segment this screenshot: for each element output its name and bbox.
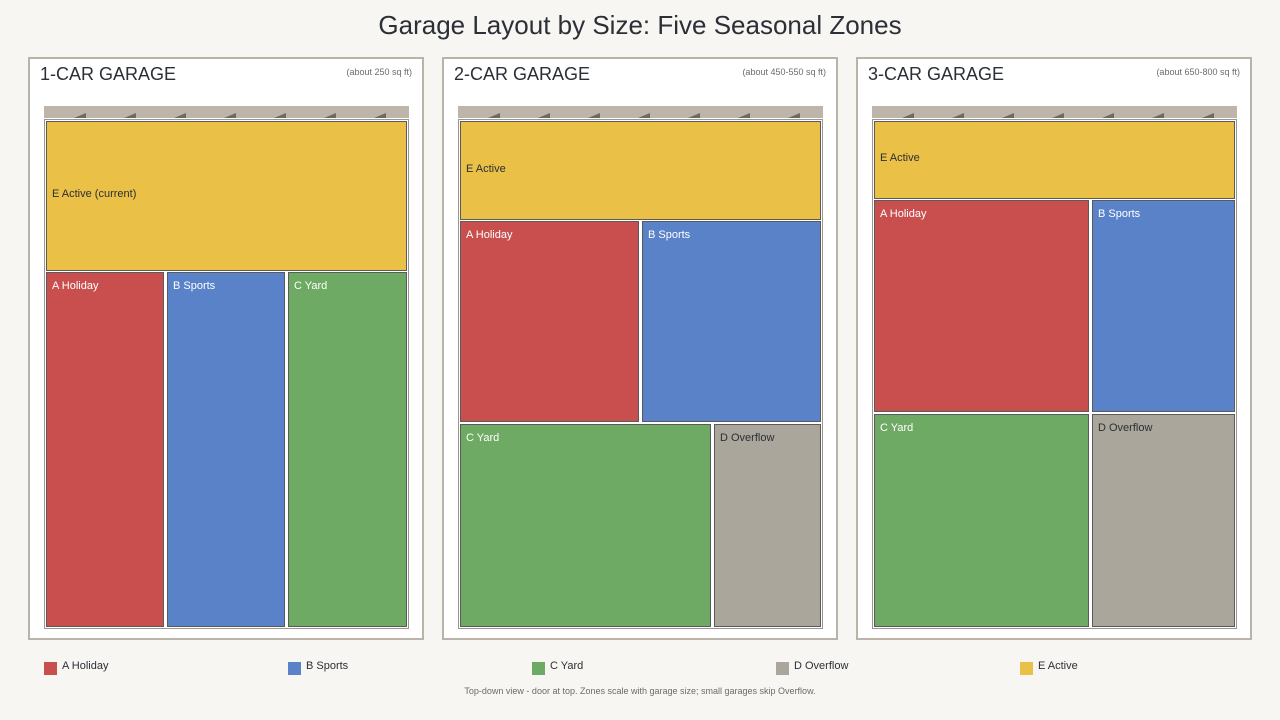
door-panel-hinge [902, 113, 914, 118]
zone-label: B Sports [1098, 208, 1141, 220]
zone-label: B Sports [648, 229, 691, 241]
door-panel-hinge [274, 113, 286, 118]
door-panel-hinge [1052, 113, 1064, 118]
panel-size-note: (about 650-800 sq ft) [1156, 67, 1240, 77]
door-panel-hinge [488, 113, 500, 118]
door-panel-hinge [588, 113, 600, 118]
door-panel-hinge [952, 113, 964, 118]
door-panel-hinge [788, 113, 800, 118]
legend: A Holiday B Sports C Yard D Overflow E A… [0, 660, 1280, 676]
panel-title: 1-CAR GARAGE [40, 64, 177, 84]
door-panel-hinge [1102, 113, 1114, 118]
zone-label: A Holiday [880, 208, 927, 220]
zone-label: C Yard [880, 422, 914, 434]
door-panel-hinge [1202, 113, 1214, 118]
legend-swatch [1020, 662, 1033, 675]
zone-c-yard: C Yard [874, 414, 1089, 627]
door-panel-hinge [224, 113, 236, 118]
zone-e-active: E Active (current) [46, 121, 407, 271]
zone-d-overflow: D Overflow [1092, 414, 1235, 627]
zone-c-yard: C Yard [460, 424, 711, 627]
zone-e-active: E Active [460, 121, 821, 220]
door-panel-hinge [1002, 113, 1014, 118]
legend-swatch [776, 662, 789, 675]
legend-swatch [288, 662, 301, 675]
door-panel-hinge [688, 113, 700, 118]
door-panel-hinge [324, 113, 336, 118]
door-panel-hinge [124, 113, 136, 118]
zone-label: E Active [880, 152, 920, 164]
door-panel-hinge [738, 113, 750, 118]
zone-label: D Overflow [1098, 422, 1153, 434]
panel-size-note: (about 250 sq ft) [346, 67, 412, 77]
zone-a-holiday: A Holiday [874, 200, 1089, 412]
page-title: Garage Layout by Size: Five Seasonal Zon… [378, 10, 902, 40]
legend-label: A Holiday [62, 660, 109, 672]
legend-label: D Overflow [794, 660, 849, 672]
zone-label: E Active [466, 163, 506, 175]
garage-floor: E Active (current) A Holiday B Sports C … [44, 119, 409, 629]
door-panel-hinge [174, 113, 186, 118]
zone-b-sports: B Sports [1092, 200, 1235, 412]
zone-b-sports: B Sports [642, 221, 821, 422]
legend-swatch [532, 662, 545, 675]
zone-b-sports: B Sports [167, 272, 285, 627]
zone-c-yard: C Yard [288, 272, 407, 627]
panel-3-car-garage: 3-CAR GARAGE (about 650-800 sq ft) E Act… [856, 57, 1252, 640]
zone-a-holiday: A Holiday [46, 272, 164, 627]
garage-door [872, 106, 1237, 118]
zone-e-active: E Active [874, 121, 1235, 199]
garage-floor: E Active A Holiday B Sports C Yard D Ove… [458, 119, 823, 629]
door-panel-hinge [374, 113, 386, 118]
zone-label: D Overflow [720, 432, 775, 444]
panel-size-note: (about 450-550 sq ft) [742, 67, 826, 77]
panel-1-car-garage: 1-CAR GARAGE (about 250 sq ft) E Active … [28, 57, 424, 640]
zone-label: C Yard [294, 280, 328, 292]
panel-title: 2-CAR GARAGE [454, 64, 591, 84]
door-panel-hinge [538, 113, 550, 118]
zone-label: A Holiday [466, 229, 513, 241]
legend-swatch [44, 662, 57, 675]
garage-floor: E Active A Holiday B Sports C Yard D Ove… [872, 119, 1237, 629]
caption: Top-down view - door at top. Zones scale… [464, 686, 816, 696]
zone-a-holiday: A Holiday [460, 221, 639, 422]
panel-title: 3-CAR GARAGE [868, 64, 1005, 84]
zone-label: C Yard [466, 432, 500, 444]
door-panel-hinge [1152, 113, 1164, 118]
zone-d-overflow: D Overflow [714, 424, 821, 627]
door-panel-hinge [74, 113, 86, 118]
legend-label: B Sports [306, 660, 349, 672]
door-panel-hinge [638, 113, 650, 118]
zone-label: A Holiday [52, 280, 99, 292]
zone-label: B Sports [173, 280, 216, 292]
legend-label: E Active [1038, 660, 1078, 672]
garage-door [458, 106, 823, 118]
garage-door [44, 106, 409, 118]
panel-2-car-garage: 2-CAR GARAGE (about 450-550 sq ft) E Act… [442, 57, 838, 640]
legend-label: C Yard [550, 660, 584, 672]
zone-label: E Active (current) [52, 188, 137, 200]
